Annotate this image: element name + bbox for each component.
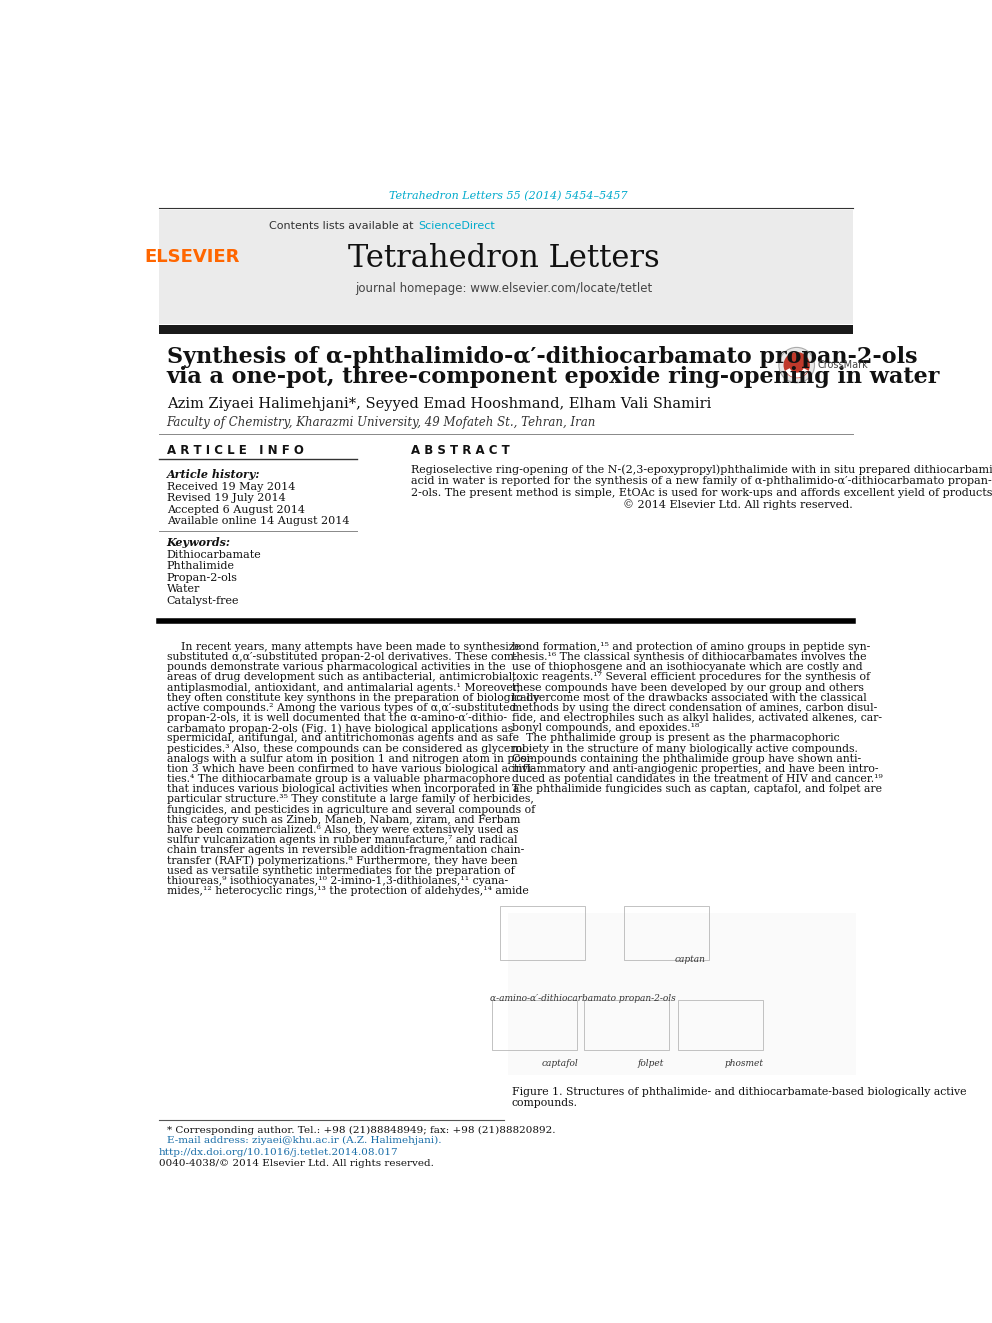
- Text: Tetrahedron Letters: Tetrahedron Letters: [348, 243, 660, 274]
- Text: tion 3 which have been confirmed to have various biological activi-: tion 3 which have been confirmed to have…: [167, 763, 535, 774]
- Text: Article history:: Article history:: [167, 468, 260, 480]
- Circle shape: [784, 352, 809, 378]
- Bar: [159, 325, 852, 333]
- Bar: [624, 906, 709, 959]
- Text: Compounds containing the phthalimide group have shown anti-: Compounds containing the phthalimide gro…: [512, 754, 861, 763]
- Text: Phthalimide: Phthalimide: [167, 561, 235, 572]
- Text: A B S T R A C T: A B S T R A C T: [411, 445, 510, 456]
- Bar: [159, 209, 852, 324]
- Text: E-mail address: ziyaei@khu.ac.ir (A.Z. Halimehjani).: E-mail address: ziyaei@khu.ac.ir (A.Z. H…: [167, 1136, 441, 1146]
- Text: they often constitute key synthons in the preparation of biologically: they often constitute key synthons in th…: [167, 693, 540, 703]
- Text: Catalyst-free: Catalyst-free: [167, 595, 239, 606]
- Text: thesis.¹⁶ The classical synthesis of dithiocarbamates involves the: thesis.¹⁶ The classical synthesis of dit…: [512, 652, 866, 662]
- Text: Regioselective ring-opening of the N-(2,3-epoxypropyl)phthalimide with in situ p: Regioselective ring-opening of the N-(2,…: [411, 464, 992, 475]
- Text: In recent years, many attempts have been made to synthesize: In recent years, many attempts have been…: [167, 642, 521, 652]
- Text: Water: Water: [167, 585, 200, 594]
- Text: particular structure.³⁵ They constitute a large family of herbicides,: particular structure.³⁵ They constitute …: [167, 794, 534, 804]
- Text: ELSEVIER: ELSEVIER: [145, 249, 240, 266]
- Text: bond formation,¹⁵ and protection of amino groups in peptide syn-: bond formation,¹⁵ and protection of amin…: [512, 642, 870, 652]
- Text: used as versatile synthetic intermediates for the preparation of: used as versatile synthetic intermediate…: [167, 865, 515, 876]
- Text: antiplasmodial, antioxidant, and antimalarial agents.¹ Moreover,: antiplasmodial, antioxidant, and antimal…: [167, 683, 520, 693]
- Text: The phthalimide group is present as the pharmacophoric: The phthalimide group is present as the …: [512, 733, 839, 744]
- Text: sulfur vulcanization agents in rubber manufacture,⁷ and radical: sulfur vulcanization agents in rubber ma…: [167, 835, 517, 845]
- Text: areas of drug development such as antibacterial, antimicrobial,: areas of drug development such as antiba…: [167, 672, 516, 683]
- Text: bonyl compounds, and epoxides.¹⁸: bonyl compounds, and epoxides.¹⁸: [512, 724, 698, 733]
- Text: Tetrahedron Letters 55 (2014) 5454–5457: Tetrahedron Letters 55 (2014) 5454–5457: [389, 191, 628, 201]
- Text: captafol: captafol: [542, 1058, 578, 1068]
- Text: Dithiocarbamate: Dithiocarbamate: [167, 549, 261, 560]
- Text: duced as potential candidates in the treatment of HIV and cancer.¹⁹: duced as potential candidates in the tre…: [512, 774, 882, 785]
- Text: captan: captan: [675, 955, 705, 964]
- Text: Received 19 May 2014: Received 19 May 2014: [167, 482, 295, 492]
- Text: http://dx.doi.org/10.1016/j.tetlet.2014.08.017: http://dx.doi.org/10.1016/j.tetlet.2014.…: [159, 1147, 399, 1156]
- Text: spermicidal, antifungal, and antitrichomonas agents and as safe: spermicidal, antifungal, and antitrichom…: [167, 733, 519, 744]
- Bar: [508, 913, 856, 1076]
- Text: Propan-2-ols: Propan-2-ols: [167, 573, 238, 582]
- Text: to overcome most of the drawbacks associated with the classical: to overcome most of the drawbacks associ…: [512, 693, 866, 703]
- Bar: [500, 906, 585, 959]
- Text: propan-2-ols, it is well documented that the α-amino-α′-dithio-: propan-2-ols, it is well documented that…: [167, 713, 507, 724]
- Text: Keywords:: Keywords:: [167, 537, 230, 549]
- Text: ScienceDirect: ScienceDirect: [419, 221, 495, 230]
- Text: Available online 14 August 2014: Available online 14 August 2014: [167, 516, 349, 527]
- Text: that induces various biological activities when incorporated in a: that induces various biological activiti…: [167, 785, 519, 794]
- Bar: [583, 1000, 669, 1049]
- Text: The phthalimide fungicides such as captan, captafol, and folpet are: The phthalimide fungicides such as capta…: [512, 785, 882, 794]
- Text: folpet: folpet: [638, 1058, 665, 1068]
- Text: toxic reagents.¹⁷ Several efficient procedures for the synthesis of: toxic reagents.¹⁷ Several efficient proc…: [512, 672, 870, 683]
- Text: these compounds have been developed by our group and others: these compounds have been developed by o…: [512, 683, 863, 693]
- Text: * Corresponding author. Tel.: +98 (21)88848949; fax: +98 (21)88820892.: * Corresponding author. Tel.: +98 (21)88…: [167, 1126, 556, 1135]
- Text: pounds demonstrate various pharmacological activities in the: pounds demonstrate various pharmacologic…: [167, 663, 505, 672]
- Text: Synthesis of α-phthalimido-α′-dithiocarbamato propan-2-ols: Synthesis of α-phthalimido-α′-dithiocarb…: [167, 345, 918, 368]
- Text: analogs with a sulfur atom in position 1 and nitrogen atom in posi-: analogs with a sulfur atom in position 1…: [167, 754, 533, 763]
- Text: carbamato propan-2-ols (Fig. 1) have biological applications as: carbamato propan-2-ols (Fig. 1) have bio…: [167, 722, 513, 733]
- Text: α-amino-α′-dithiocarbamato propan-2-ols: α-amino-α′-dithiocarbamato propan-2-ols: [490, 994, 676, 1003]
- Text: inflammatory and anti-angiogenic properties, and have been intro-: inflammatory and anti-angiogenic propert…: [512, 763, 878, 774]
- Text: A R T I C L E   I N F O: A R T I C L E I N F O: [167, 445, 304, 456]
- Circle shape: [779, 348, 814, 382]
- Text: chain transfer agents in reversible addition-fragmentation chain-: chain transfer agents in reversible addi…: [167, 845, 524, 855]
- Text: Accepted 6 August 2014: Accepted 6 August 2014: [167, 505, 305, 515]
- Bar: [679, 1000, 764, 1049]
- Text: © 2014 Elsevier Ltd. All rights reserved.: © 2014 Elsevier Ltd. All rights reserved…: [623, 499, 852, 509]
- Text: via a one-pot, three-component epoxide ring-opening in water: via a one-pot, three-component epoxide r…: [167, 366, 940, 389]
- Text: journal homepage: www.elsevier.com/locate/tetlet: journal homepage: www.elsevier.com/locat…: [355, 282, 653, 295]
- Text: Figure 1. Structures of phthalimide- and dithiocarbamate-based biologically acti: Figure 1. Structures of phthalimide- and…: [512, 1086, 966, 1109]
- Bar: [492, 1000, 577, 1049]
- Text: methods by using the direct condensation of amines, carbon disul-: methods by using the direct condensation…: [512, 703, 877, 713]
- Text: moiety in the structure of many biologically active compounds.: moiety in the structure of many biologic…: [512, 744, 857, 754]
- Text: 2-ols. The present method is simple, EtOAc is used for work-ups and affords exce: 2-ols. The present method is simple, EtO…: [411, 488, 992, 497]
- Text: fungicides, and pesticides in agriculture and several compounds of: fungicides, and pesticides in agricultur…: [167, 804, 535, 815]
- Text: Faculty of Chemistry, Kharazmi University, 49 Mofateh St., Tehran, Iran: Faculty of Chemistry, Kharazmi Universit…: [167, 415, 596, 429]
- Text: acid in water is reported for the synthesis of a new family of α-phthalimido-α′-: acid in water is reported for the synthe…: [411, 476, 991, 487]
- Text: pesticides.³ Also, these compounds can be considered as glycerol: pesticides.³ Also, these compounds can b…: [167, 744, 525, 754]
- Text: phosmet: phosmet: [724, 1058, 764, 1068]
- Text: Azim Ziyaei Halimehjani*, Seyyed Emad Hooshmand, Elham Vali Shamiri: Azim Ziyaei Halimehjani*, Seyyed Emad Ho…: [167, 397, 711, 410]
- Text: Revised 19 July 2014: Revised 19 July 2014: [167, 493, 286, 503]
- Text: CrossMark: CrossMark: [817, 360, 868, 370]
- Text: substituted α,α′-substituted propan-2-ol derivatives. These com-: substituted α,α′-substituted propan-2-ol…: [167, 652, 517, 662]
- Text: this category such as Zineb, Maneb, Nabam, ziram, and Ferbam: this category such as Zineb, Maneb, Naba…: [167, 815, 520, 824]
- Text: active compounds.² Among the various types of α,α′-substituted: active compounds.² Among the various typ…: [167, 703, 516, 713]
- Text: fide, and electrophiles such as alkyl halides, activated alkenes, car-: fide, and electrophiles such as alkyl ha…: [512, 713, 882, 724]
- Text: 0040-4038/© 2014 Elsevier Ltd. All rights reserved.: 0040-4038/© 2014 Elsevier Ltd. All right…: [159, 1159, 434, 1168]
- Text: use of thiophosgene and an isothiocyanate which are costly and: use of thiophosgene and an isothiocyanat…: [512, 663, 862, 672]
- Text: Contents lists available at: Contents lists available at: [269, 221, 417, 230]
- Text: transfer (RAFT) polymerizations.⁸ Furthermore, they have been: transfer (RAFT) polymerizations.⁸ Furthe…: [167, 855, 517, 865]
- Text: mides,¹² heterocyclic rings,¹³ the protection of aldehydes,¹⁴ amide: mides,¹² heterocyclic rings,¹³ the prote…: [167, 886, 529, 896]
- Text: thioureas,⁹ isothiocyanates,¹⁰ 2-imino-1,3-dithiolanes,¹¹ cyana-: thioureas,⁹ isothiocyanates,¹⁰ 2-imino-1…: [167, 876, 508, 885]
- Text: ties.⁴ The dithiocarbamate group is a valuable pharmacophore: ties.⁴ The dithiocarbamate group is a va…: [167, 774, 510, 785]
- Text: have been commercialized.⁶ Also, they were extensively used as: have been commercialized.⁶ Also, they we…: [167, 826, 518, 835]
